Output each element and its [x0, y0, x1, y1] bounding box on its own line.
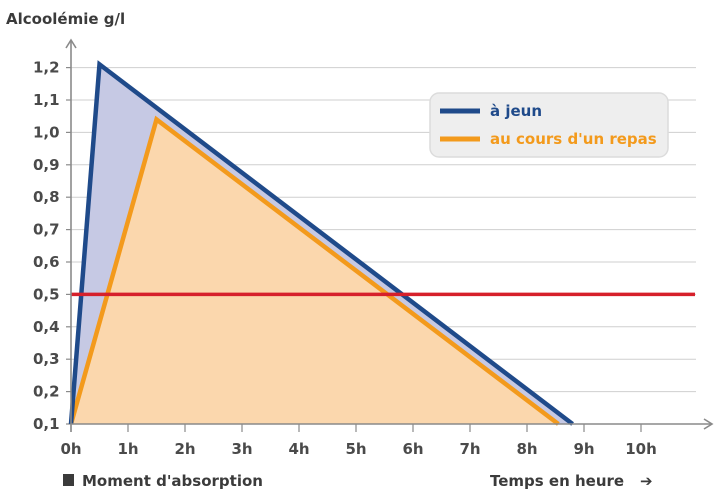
y-tick-label: 0,2	[33, 383, 60, 401]
series-line-1	[68, 115, 560, 426]
legend-box	[429, 92, 669, 158]
y-tick-label: 0,1	[33, 415, 60, 433]
x-axis-arrow: ➔	[640, 472, 653, 490]
x-tick-label: 5h	[345, 440, 366, 458]
origin-note: Moment d'absorption	[82, 472, 263, 490]
legend: à jeun au cours d'un repas	[429, 92, 669, 158]
origin-marker	[63, 474, 74, 486]
x-tick-label: 8h	[516, 440, 537, 458]
y-tick-label: 0,4	[33, 318, 60, 336]
x-tick-label: 10h	[625, 440, 657, 458]
y-tick-label: 0,8	[33, 188, 60, 206]
y-tick-label: 1,2	[33, 59, 60, 77]
axes	[65, 38, 714, 432]
series-lines	[68, 60, 574, 426]
y-tick-labels: 0,1 0,2 0,3 0,4 0,5 0,6 0,7 0,8 0,9 1,0 1,1 1,2	[33, 59, 60, 433]
legend-label-repas: au cours d'un repas	[490, 130, 657, 148]
x-tick-label: 9h	[573, 440, 594, 458]
y-tick-label: 0,7	[33, 221, 60, 239]
y-tick-label: 0,9	[33, 156, 60, 174]
y-tick-label: 1,0	[33, 123, 60, 141]
x-tick-labels: 0h 1h 2h 3h 4h 5h 6h 7h 8h 9h 10h	[60, 440, 656, 458]
y-tick-label: 1,1	[33, 91, 60, 109]
x-tick-label: 6h	[402, 440, 423, 458]
x-tick-label: 4h	[288, 440, 309, 458]
y-tick-label: 0,5	[33, 285, 60, 303]
series-line-0	[68, 60, 574, 426]
x-tick-label: 0h	[60, 440, 81, 458]
x-axis-label: Temps en heure	[490, 472, 624, 490]
legend-label-a-jeun: à jeun	[490, 102, 542, 120]
y-tick-label: 0,6	[33, 253, 60, 271]
series-area-1	[71, 119, 559, 424]
x-tick-label: 7h	[459, 440, 480, 458]
x-tick-label: 1h	[117, 440, 138, 458]
y-axis-label: Alcoolémie g/l	[6, 10, 125, 28]
y-tick-label: 0,3	[33, 350, 60, 368]
x-tick-label: 3h	[231, 440, 252, 458]
x-tick-label: 2h	[174, 440, 195, 458]
x-axis-arrow	[703, 418, 714, 430]
y-axis-arrow	[65, 38, 77, 49]
